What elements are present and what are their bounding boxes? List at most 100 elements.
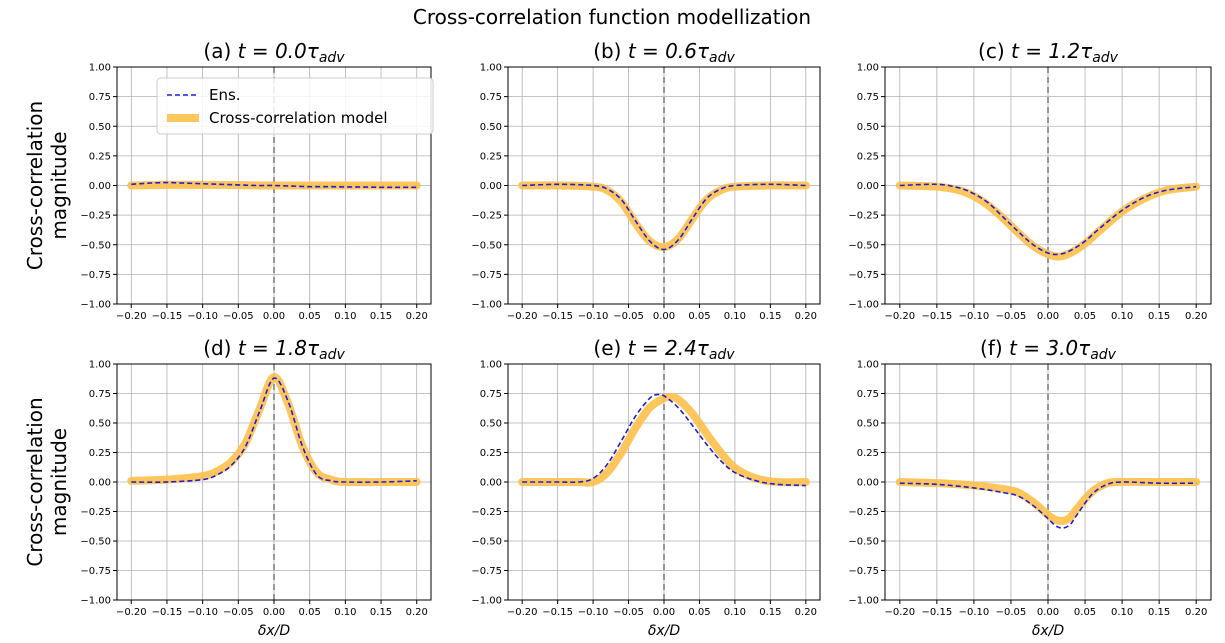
y-tick-label: −1.00 [471,596,502,607]
x-tick-label: 0.15 [1148,311,1170,322]
x-tick-label: −0.05 [223,311,254,322]
y-tick-label: 1.00 [857,360,879,371]
y-axis-label: Cross-correlationmagnitude [23,397,71,566]
series-line-model [895,477,1201,526]
panel-f: −1.00 −0.75 −0.50 −0.25 0.00 0.25 0.50 0.75 1.00… [848,336,1212,639]
panel-title-unit: τ [1078,336,1091,360]
y-tick-label: 0.75 [480,389,502,400]
x-tick-label: 0.00 [653,311,675,322]
series-line-model [127,180,421,190]
y-tick-label: −0.50 [848,537,879,548]
y-tick-label: −0.50 [80,537,111,548]
series-line-ensemble [899,183,1197,256]
x-tick-label: 0.05 [299,607,321,618]
series-line-model [895,181,1201,261]
y-tick-label: −0.25 [80,211,111,222]
panel-title-time: t = 3.0 [1009,336,1078,360]
panel-title: (f) t = 3.0τadv [980,336,1117,363]
x-tick-label: −0.05 [996,607,1027,618]
x-tick-label: −0.15 [922,607,953,618]
x-axis-label: δx/D [648,623,681,639]
y-tick-label: −1.00 [80,596,111,607]
x-tick-label: −0.20 [116,607,147,618]
x-tick-label: 0.10 [1111,607,1133,618]
figure-title: Cross-correlation function modellization [413,5,811,29]
x-tick-label: 0.00 [1037,607,1059,618]
y-tick-label: 0.00 [480,478,502,489]
panel-title-time: t = 1.2 [1011,39,1080,63]
x-tick-label: 0.15 [1148,607,1170,618]
y-tick-label: 0.50 [89,122,111,133]
y-tick-label: 0.00 [89,478,111,489]
plot-area [895,181,1201,261]
x-tick-label: 0.15 [370,311,392,322]
y-tick-label: −0.75 [848,566,879,577]
y-tick-label: −0.25 [848,211,879,222]
panel-title: (d) t = 1.8τadv [203,336,345,363]
x-tick-label: −0.10 [959,311,990,322]
panel-title-subscript: adv [1092,50,1118,66]
y-tick-label: 1.00 [480,63,502,74]
x-tick-label: −0.10 [959,607,990,618]
y-tick-label: −0.50 [471,537,502,548]
panel-title-time: t = 0.6 [628,39,697,63]
x-tick-label: 0.00 [263,311,285,322]
y-tick-label: 0.25 [480,151,502,162]
x-tick-label: −0.15 [542,311,573,322]
panel-title: (c) t = 1.2τadv [978,39,1119,66]
x-tick-label: 0.00 [1037,311,1059,322]
series-line-model [518,181,810,252]
x-tick-label: −0.20 [507,607,538,618]
y-axis-label-line: Cross-correlation [23,101,47,270]
x-tick-label: −0.15 [922,311,953,322]
x-tick-label: 0.15 [370,607,392,618]
plot-area [518,181,810,252]
y-tick-label: 0.75 [480,92,502,103]
panel-title-time: t = 0.0 [238,39,307,63]
x-tick-label: −0.05 [613,311,644,322]
y-tick-label: 0.00 [480,181,502,192]
y-axis-label-line: magnitude [47,428,71,536]
y-tick-label: 0.50 [480,122,502,133]
panel-title-unit: τ [1080,39,1093,63]
panel-title-unit: τ [307,39,320,63]
y-tick-label: 0.75 [89,92,111,103]
x-tick-label: 0.05 [1074,607,1096,618]
x-tick-label: 0.05 [688,311,710,322]
y-tick-label: −0.25 [471,211,502,222]
panel-title-prefix: (b) [593,39,628,63]
series-line-ensemble [522,183,806,251]
x-tick-label: 0.10 [724,607,746,618]
panel-c: −1.00 −0.75 −0.50 −0.25 0.00 0.25 0.50 0.75 1.00… [848,39,1212,322]
x-tick-label: −0.05 [223,607,254,618]
x-tick-label: 0.10 [724,311,746,322]
y-tick-label: −1.00 [848,300,879,311]
y-tick-label: 0.00 [857,478,879,489]
x-axis-label: δx/D [1032,623,1065,639]
panel-title-subscript: adv [319,50,345,66]
x-tick-label: −0.05 [996,311,1027,322]
series-line-ensemble [899,481,1197,529]
legend: Ens. Cross-correlation model [156,77,434,135]
x-tick-label: −0.05 [613,607,644,618]
x-tick-label: 0.20 [795,311,817,322]
x-tick-label: −0.20 [884,311,915,322]
y-tick-label: −0.25 [80,507,111,518]
y-tick-label: 1.00 [89,63,111,74]
x-tick-label: 0.05 [688,607,710,618]
plot-area [127,372,421,487]
x-tick-label: −0.20 [884,607,915,618]
x-tick-label: 0.05 [1074,311,1096,322]
x-tick-label: 0.20 [1185,311,1207,322]
x-tick-label: 0.20 [406,607,428,618]
x-tick-label: −0.15 [152,607,183,618]
y-tick-label: −1.00 [471,300,502,311]
y-tick-label: 0.25 [89,151,111,162]
series-line-ensemble [522,393,806,487]
panel-title-subscript: adv [709,347,735,363]
panel-title-subscript: adv [1090,347,1116,363]
plot-area [895,477,1201,529]
x-tick-label: 0.20 [406,311,428,322]
y-tick-label: 0.50 [89,419,111,430]
